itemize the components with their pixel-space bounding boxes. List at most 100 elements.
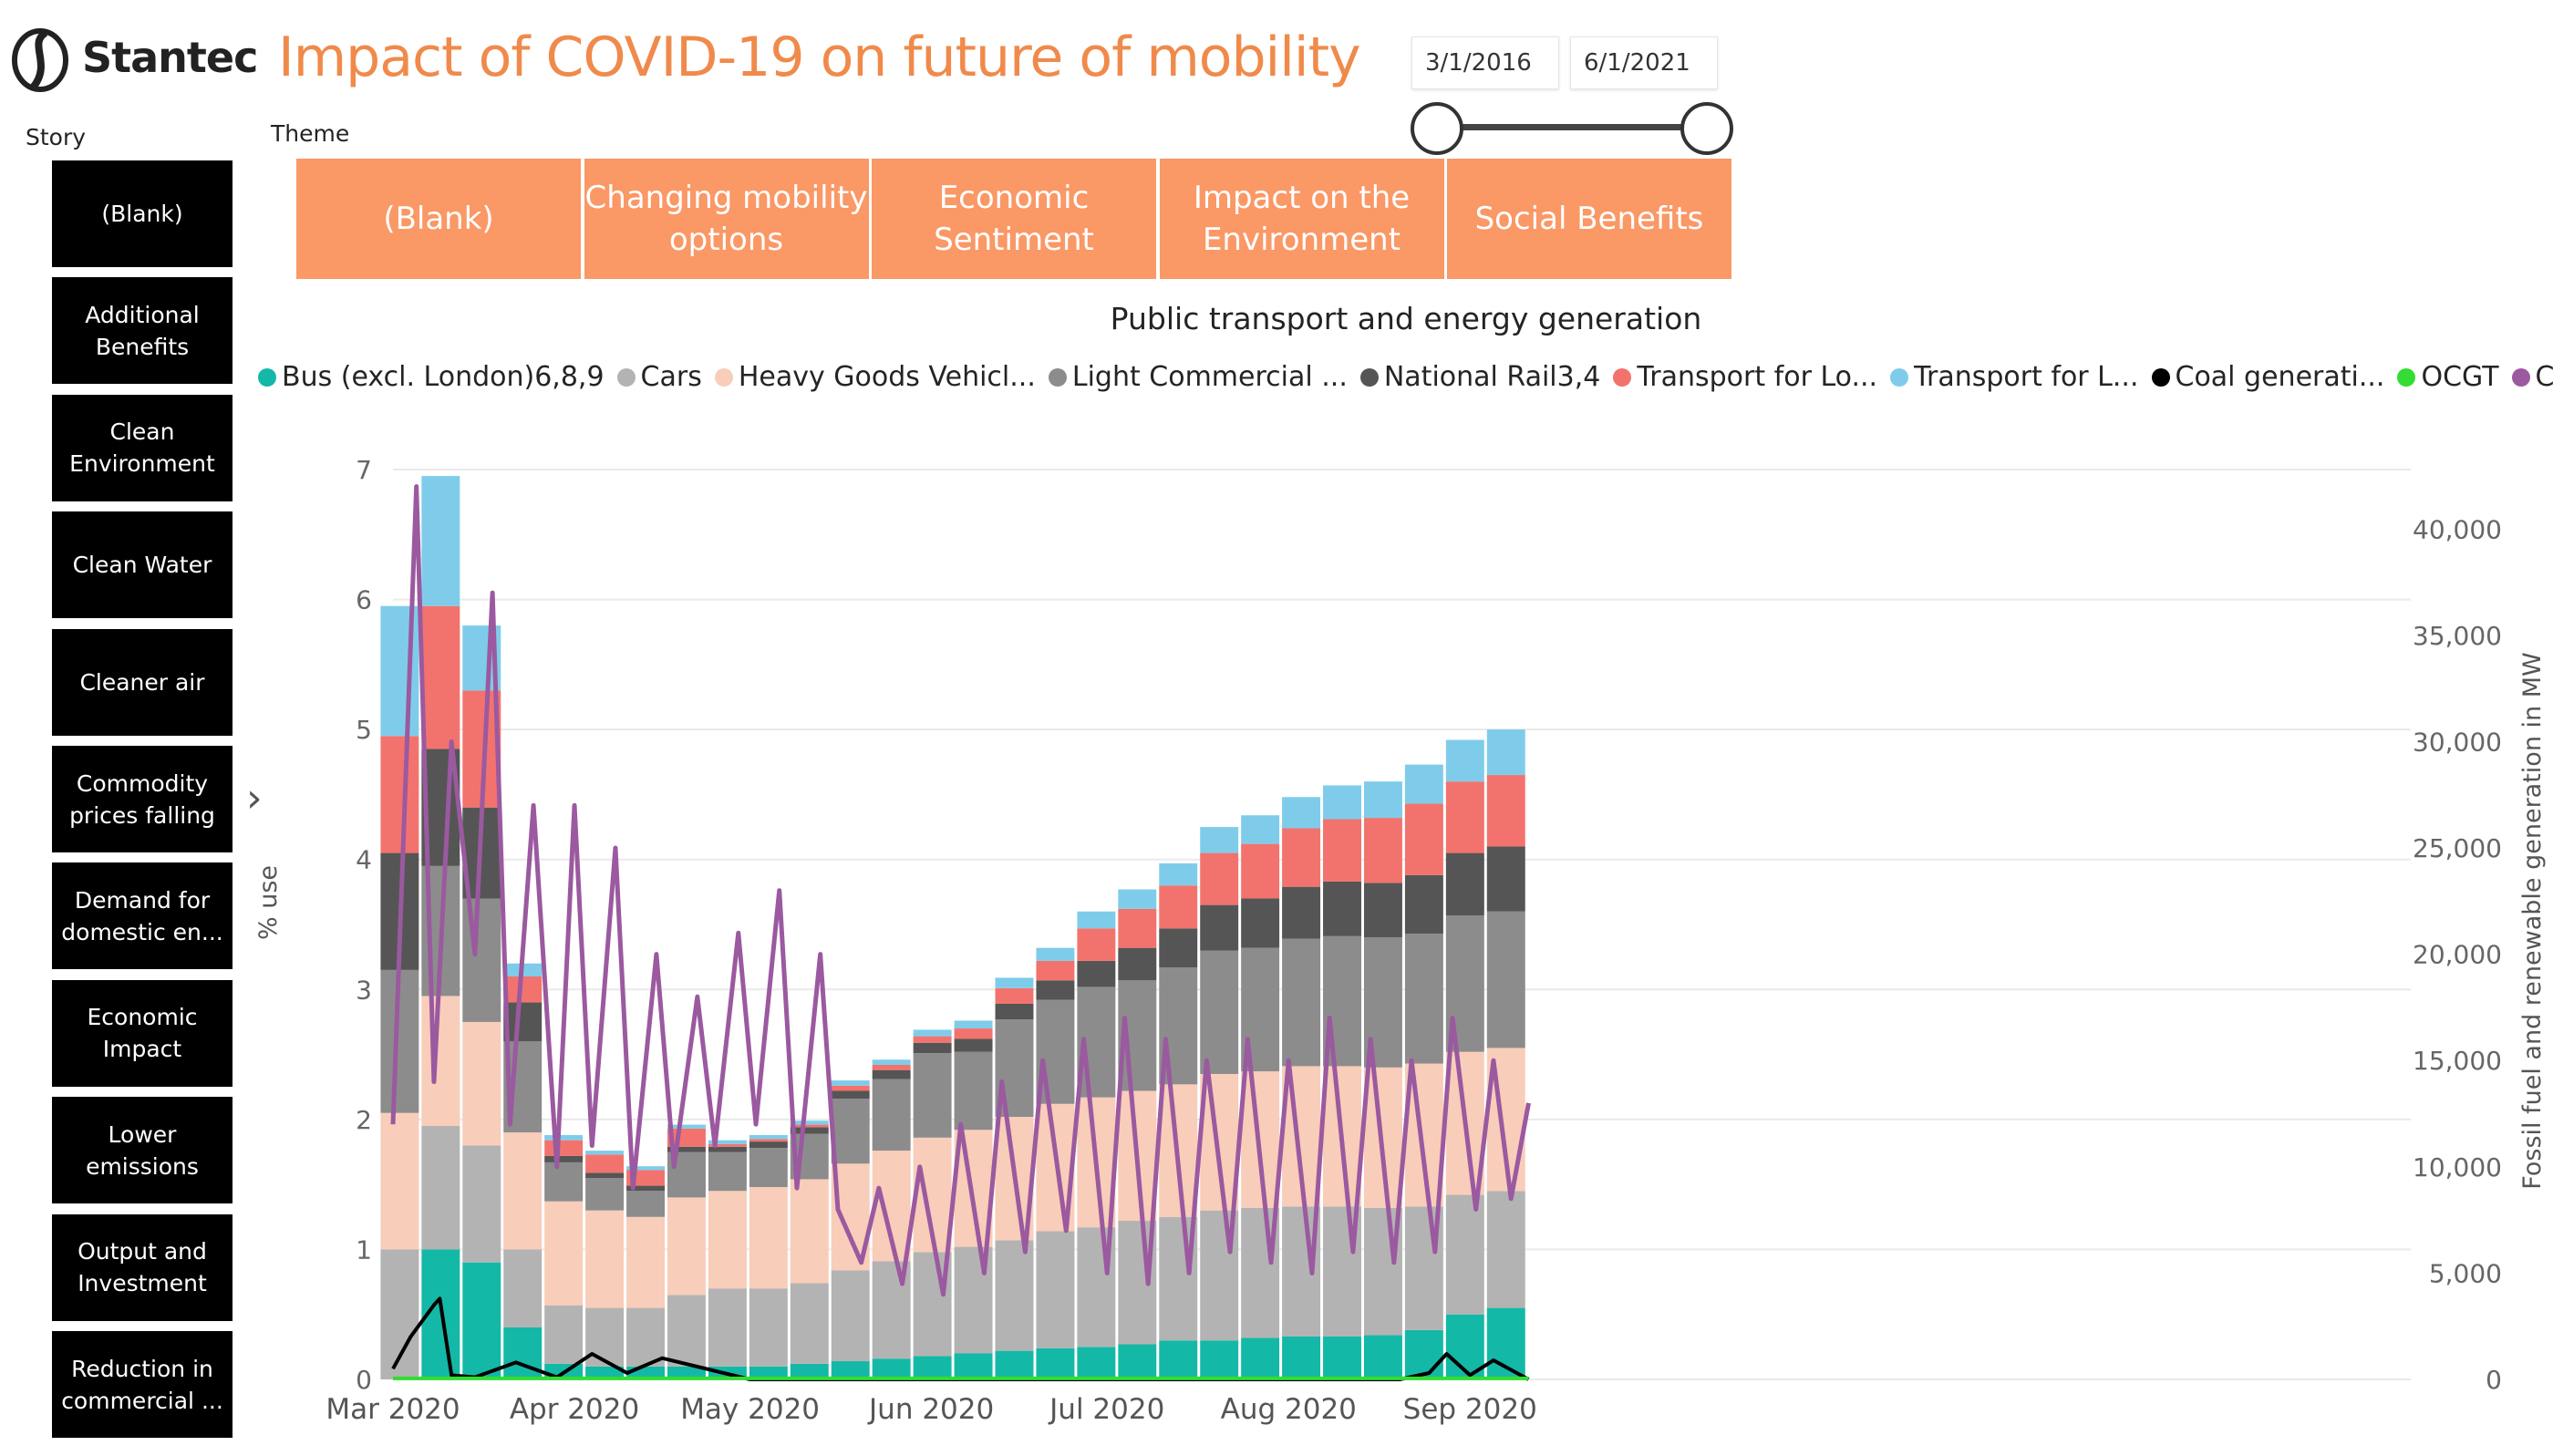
y2-tick-label: 10,000 (2413, 1152, 2502, 1182)
bar-segment (544, 1134, 584, 1141)
page-title: Impact of COVID-19 on future of mobility (278, 26, 1361, 89)
bar-segment (585, 1307, 625, 1367)
bar-segment (790, 1124, 829, 1128)
bar-segment (1241, 815, 1280, 844)
story-item[interactable]: Cleaner air (52, 628, 233, 736)
legend-item[interactable]: Transport for L... (1890, 361, 2139, 393)
legend-label: OCGT (2421, 361, 2499, 393)
legend-item[interactable]: Coal generati... (2151, 361, 2384, 393)
bar-segment (1445, 852, 1484, 916)
legend-label: Bus (excl. London)6,8,9 (282, 361, 605, 393)
story-item[interactable]: Lower emissions (52, 1097, 233, 1204)
legend-marker (1048, 367, 1067, 387)
bar-segment (1200, 1340, 1239, 1379)
bar-segment (831, 1099, 870, 1164)
bar-segment (1445, 739, 1484, 782)
legend-marker (1359, 367, 1379, 387)
bar-segment (995, 987, 1034, 1004)
line-ccgt (390, 484, 1531, 1297)
theme-item[interactable]: Changing mobility options (584, 159, 869, 279)
bar-segment (1486, 729, 1525, 776)
story-item[interactable]: Clean Water (52, 511, 233, 619)
bar-segment (585, 1151, 625, 1155)
y2-tick-label: 30,000 (2413, 727, 2502, 757)
date-slider-track[interactable] (1441, 124, 1705, 130)
bar-segment (1118, 947, 1157, 981)
story-item[interactable]: Economic Impact (52, 979, 233, 1087)
bar-segment (585, 1154, 625, 1173)
bar-segment (1077, 928, 1116, 961)
bar-segment (1159, 885, 1198, 929)
bar-segment (790, 1283, 829, 1364)
legend-marker (616, 367, 636, 387)
bar-segment (667, 1124, 706, 1129)
legend-marker (1890, 367, 1909, 387)
date-slider-start-handle[interactable] (1411, 102, 1463, 155)
bar-segment (1118, 908, 1157, 948)
bar-segment (1486, 846, 1525, 912)
y2-tick-label: 15,000 (2413, 1046, 2502, 1076)
bar-segment (544, 1155, 584, 1162)
bar-segment (995, 1350, 1034, 1379)
bar-segment (421, 476, 460, 606)
start-date-input[interactable]: 3/1/2016 (1411, 36, 1559, 89)
bar-segment (954, 1038, 993, 1052)
legend-marker (2511, 367, 2530, 387)
bar-segment (585, 1172, 625, 1179)
bar-segment (831, 1090, 870, 1100)
theme-item[interactable]: (Blank) (296, 159, 581, 279)
bar-segment (1404, 803, 1443, 875)
legend-item[interactable]: Transport for Lo... (1613, 361, 1877, 393)
bar-segment (626, 1191, 665, 1217)
brand-name: Stantec (82, 33, 258, 82)
story-item[interactable]: Reduction in commercial ... (52, 1331, 233, 1438)
bar-segment (749, 1134, 788, 1140)
bar-segment (831, 1085, 870, 1091)
y-axis-title: % use (254, 865, 283, 940)
legend-item[interactable]: CCGT (2511, 361, 2553, 393)
bar-segment (1200, 904, 1239, 951)
legend-label: Heavy Goods Vehicl... (738, 361, 1036, 393)
y2-axis-title: Fossil fuel and renewable generation in … (2518, 652, 2547, 1189)
story-item[interactable]: Commodity prices falling (52, 746, 233, 852)
chevron-right-icon[interactable]: › (246, 775, 263, 821)
story-item[interactable]: Additional Benefits (52, 277, 233, 385)
legend-item[interactable]: Light Commercial ... (1048, 361, 1348, 393)
story-item[interactable]: Demand for domestic en... (52, 862, 233, 970)
bar-segment (1282, 1336, 1321, 1379)
end-date-input[interactable]: 6/1/2021 (1570, 36, 1718, 89)
chart-legend: Bus (excl. London)6,8,9 Cars Heavy Goods V… (258, 361, 2553, 393)
legend-item[interactable]: Cars (616, 361, 702, 393)
legend-marker (2397, 367, 2416, 387)
bar-segment (1282, 797, 1321, 829)
legend-item[interactable]: National Rail3,4 (1359, 361, 1601, 393)
story-item[interactable]: Clean Environment (52, 394, 233, 501)
bar-segment (503, 1132, 543, 1250)
legend-label: National Rail3,4 (1383, 361, 1601, 393)
bar-segment (913, 1053, 952, 1138)
date-slider-end-handle[interactable] (1680, 102, 1733, 155)
legend-item[interactable]: Heavy Goods Vehicl... (714, 361, 1036, 393)
bar-segment (954, 1028, 993, 1039)
legend-item[interactable]: Bus (excl. London)6,8,9 (258, 361, 605, 393)
bar-segment (1200, 950, 1239, 1074)
y-tick-label: 7 (356, 455, 372, 485)
theme-item[interactable]: Impact on the Environment (1159, 159, 1444, 279)
bar-segment (1282, 828, 1321, 887)
bar-segment (913, 1036, 952, 1043)
legend-item[interactable]: OCGT (2397, 361, 2499, 393)
bar-segment (831, 1270, 870, 1362)
bar-segment (749, 1148, 788, 1187)
story-item[interactable]: (Blank) (52, 160, 233, 267)
theme-item[interactable]: Social Benefits (1447, 159, 1731, 279)
theme-item[interactable]: Economic Sentiment (872, 159, 1156, 279)
bar-segment (585, 1210, 625, 1308)
bar-segment (380, 736, 419, 853)
story-item[interactable]: Output and Investment (52, 1213, 233, 1321)
bar-segment (1118, 889, 1157, 909)
bar-segment (995, 1003, 1034, 1020)
bar-segment (872, 1059, 911, 1065)
x-tick-label: May 2020 (680, 1393, 820, 1426)
legend-marker (714, 367, 733, 387)
y-tick-label: 1 (356, 1234, 372, 1265)
